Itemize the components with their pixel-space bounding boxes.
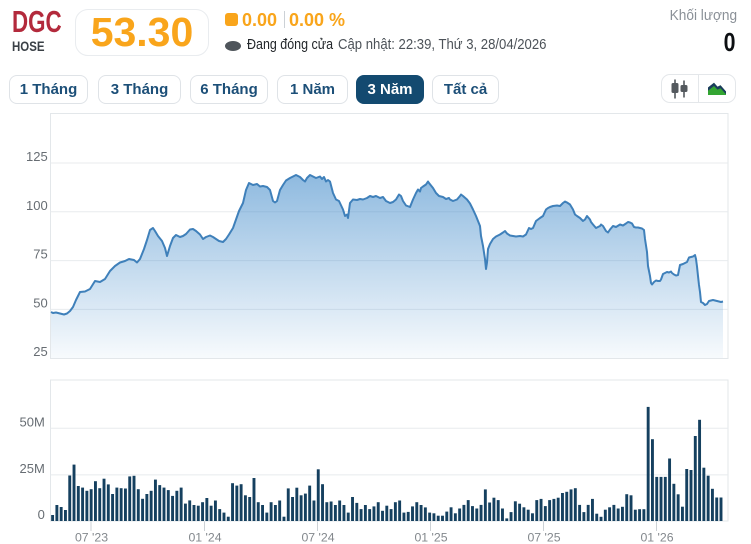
svg-text:50M: 50M [20,414,45,429]
svg-text:25: 25 [33,344,47,359]
svg-text:75: 75 [33,247,47,262]
svg-text:100: 100 [26,198,48,213]
svg-text:07 '25: 07 '25 [527,531,560,544]
svg-text:07 '24: 07 '24 [301,531,334,544]
svg-text:01 '26: 01 '26 [640,531,673,544]
svg-text:50: 50 [33,295,47,310]
svg-text:125: 125 [26,149,48,164]
svg-text:25M: 25M [20,461,45,476]
svg-text:01 '25: 01 '25 [414,531,447,544]
svg-text:0: 0 [38,507,45,522]
svg-text:01 '24: 01 '24 [188,531,221,544]
svg-text:07 '23: 07 '23 [75,531,108,544]
